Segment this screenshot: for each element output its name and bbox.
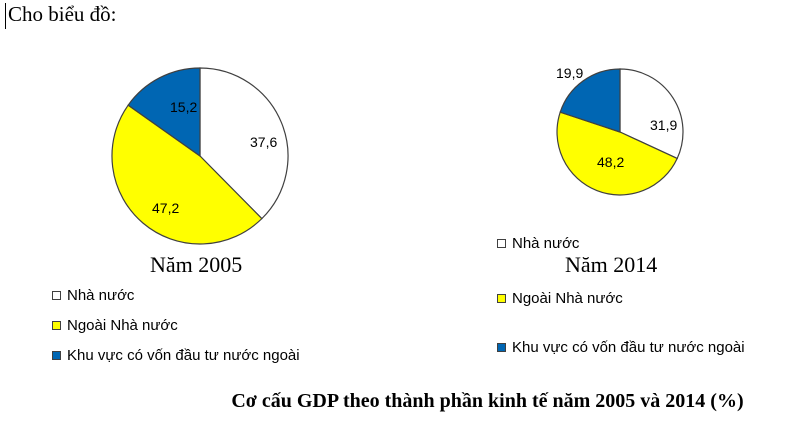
data-label: 48,2: [597, 154, 624, 170]
legend-item-fdi: Khu vực có vốn đầu tư nước ngoài: [497, 339, 752, 356]
legend-item-state: Nhà nước: [52, 287, 382, 304]
legend-item-non-state: Ngoài Nhà nước: [497, 290, 752, 307]
legend-swatch-state: [497, 239, 506, 248]
pie-title-2014: Năm 2014: [565, 252, 658, 277]
legend-swatch-non-state: [497, 294, 506, 303]
slice-non-state: [111, 104, 263, 245]
data-label: 15,2: [170, 99, 197, 115]
legend-label: Nhà nước: [67, 287, 135, 304]
slice-state: [199, 67, 289, 220]
legend-label: Ngoài Nhà nước: [67, 317, 178, 334]
slice-fdi: [559, 68, 621, 133]
slice-non-state: [556, 111, 678, 196]
data-label: 19,9: [556, 65, 583, 81]
legend-2014: Nhà nước Ngoài Nhà nước Khu vực có vốn đ…: [497, 235, 752, 356]
legend-swatch-fdi: [52, 351, 61, 360]
legend-item-state: Nhà nước: [497, 235, 752, 252]
legend-swatch-state: [52, 291, 61, 300]
data-label: 47,2: [152, 200, 179, 216]
legend-label: Nhà nước: [512, 235, 580, 252]
slice-fdi: [127, 67, 201, 158]
pie-chart-2005: 37,6 47,2 15,2: [111, 67, 289, 245]
intro-text: Cho biểu đồ:: [8, 2, 117, 26]
legend-swatch-non-state: [52, 321, 61, 330]
pie-title-2005: Năm 2005: [150, 252, 243, 277]
data-label: 31,9: [650, 117, 677, 133]
data-label: 37,6: [250, 134, 277, 150]
legend-swatch-fdi: [497, 343, 506, 352]
legend-label: Khu vực có vốn đầu tư nước ngoài: [512, 339, 745, 356]
legend-item-non-state: Ngoài Nhà nước: [52, 317, 382, 334]
legend-label: Ngoài Nhà nước: [512, 290, 623, 307]
legend-label: Khu vực có vốn đầu tư nước ngoài: [67, 347, 300, 364]
text-cursor: [5, 3, 6, 29]
pie-chart-2014: 31,9 48,2 19,9: [556, 65, 684, 196]
slice-state: [619, 68, 684, 160]
legend-item-fdi: Khu vực có vốn đầu tư nước ngoài: [52, 347, 382, 364]
chart-caption: Cơ cấu GDP theo thành phần kinh tế năm 2…: [231, 390, 744, 412]
legend-2005: Nhà nước Ngoài Nhà nước Khu vực có vốn đ…: [52, 287, 382, 364]
